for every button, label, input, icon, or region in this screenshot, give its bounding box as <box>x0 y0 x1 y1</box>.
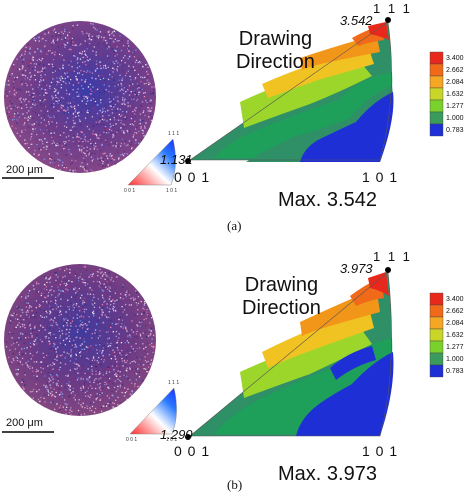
legend-swatch <box>429 51 444 65</box>
ipf-contour-triangle <box>189 21 394 162</box>
ipf-corner-001: 0 0 1 <box>174 443 211 459</box>
ipf-corner-dot-left <box>185 434 191 440</box>
legend-label: 2.084 <box>446 320 464 327</box>
legend-swatch <box>429 316 444 330</box>
ipf-corner-dot-left <box>185 158 191 164</box>
scale-bar-label: 200 μm <box>6 164 43 176</box>
legend-label: 1.277 <box>446 344 464 351</box>
direction-line-2: Direction <box>242 297 321 319</box>
mini-key-001: 0 0 1 <box>124 188 136 194</box>
panel-a-graphics <box>2 17 444 186</box>
legend-swatch <box>429 352 444 366</box>
legend-swatch <box>429 364 444 378</box>
ebsd-grain-speckle <box>5 22 156 173</box>
scale-bar-label: 200 μm <box>6 417 43 429</box>
legend-label: 2.662 <box>446 67 464 74</box>
legend-label: 1.000 <box>446 356 464 363</box>
ebsd-map <box>4 264 156 416</box>
ipf-direction-label: Drawing Direction <box>242 274 321 320</box>
panel-b-graphics <box>2 264 444 440</box>
legend-swatch <box>429 123 444 137</box>
legend-label: 1.277 <box>446 103 464 110</box>
direction-line-2: Direction <box>236 51 315 73</box>
mini-key-111: 1 1 1 <box>168 380 180 386</box>
legend-label: 1.632 <box>446 332 464 339</box>
ipf-corner-101: 1 0 1 <box>362 169 399 185</box>
ipf-corner-111: 1 1 1 <box>373 1 412 16</box>
legend-swatch <box>429 75 444 89</box>
ipf-corner-001: 0 0 1 <box>174 169 211 185</box>
ipf-max-value: 3.542 <box>340 13 373 28</box>
ipf-color-key <box>129 387 177 435</box>
legend-swatch <box>429 340 444 354</box>
ipf-corner-dot-top <box>385 17 391 23</box>
ebsd-grain-speckle <box>5 266 155 416</box>
direction-line-1: Drawing <box>244 274 319 296</box>
direction-line-1: Drawing <box>238 28 313 50</box>
color-legend <box>429 292 444 378</box>
mini-key-111: 1 1 1 <box>168 131 180 137</box>
mini-key-101: 1 0 1 <box>166 188 178 194</box>
mini-key-001: 0 0 1 <box>126 437 138 443</box>
legend-swatch <box>429 99 444 113</box>
legend-label: 0.783 <box>446 368 464 375</box>
legend-label: 2.662 <box>446 308 464 315</box>
ipf-max-caption: Max. 3.542 <box>278 189 377 211</box>
figure-panel-a: 1 1 1 3.542 Drawing Direction 1.131 0 0 … <box>0 0 474 240</box>
legend-label: 3.400 <box>446 296 464 303</box>
legend-label: 0.783 <box>446 127 464 134</box>
legend-swatch <box>429 328 444 342</box>
ipf-max-caption: Max. 3.973 <box>278 463 377 485</box>
legend-swatch <box>429 63 444 77</box>
legend-label: 3.400 <box>446 55 464 62</box>
color-legend <box>429 51 444 137</box>
legend-swatch <box>429 111 444 125</box>
ipf-min-value: 1.290 <box>160 427 193 442</box>
ipf-contour-triangle <box>189 271 394 437</box>
ipf-direction-label: Drawing Direction <box>236 28 315 74</box>
figure-caption-a: (a) <box>227 218 242 233</box>
mini-key-101: 1 0 1 <box>166 437 178 443</box>
figure-caption-b: (b) <box>227 477 243 492</box>
legend-label: 2.084 <box>446 79 464 86</box>
legend-swatch <box>429 87 444 101</box>
legend-swatch <box>429 292 444 306</box>
legend-label: 1.000 <box>446 115 464 122</box>
ipf-corner-dot-top <box>385 267 391 273</box>
ipf-min-value: 1.131 <box>160 152 193 167</box>
legend-swatch <box>429 304 444 318</box>
figure-panel-b: 1 1 1 3.973 Drawing Direction 1.290 0 0 … <box>0 248 474 492</box>
ipf-corner-101: 1 0 1 <box>362 443 399 459</box>
ipf-color-key <box>127 138 176 186</box>
legend-label: 1.632 <box>446 91 464 98</box>
ipf-corner-111: 1 1 1 <box>373 249 412 264</box>
ipf-max-value: 3.973 <box>340 261 373 276</box>
